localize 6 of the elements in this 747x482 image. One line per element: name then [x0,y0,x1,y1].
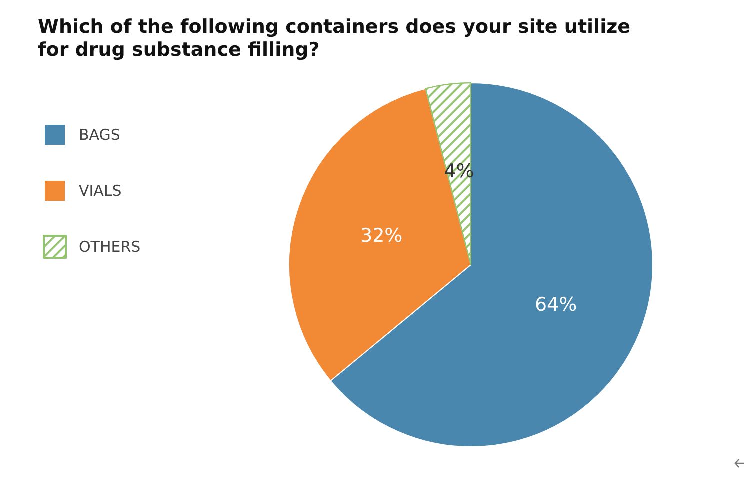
chart-title: Which of the following containers does your site utilize for drug substance filling? [38,16,632,62]
legend-label: OTHERS [79,238,141,256]
legend-label: BAGS [79,126,120,144]
legend-label: VIALS [79,182,122,200]
data-label: 32% [360,224,403,247]
data-label: 64% [534,294,578,316]
